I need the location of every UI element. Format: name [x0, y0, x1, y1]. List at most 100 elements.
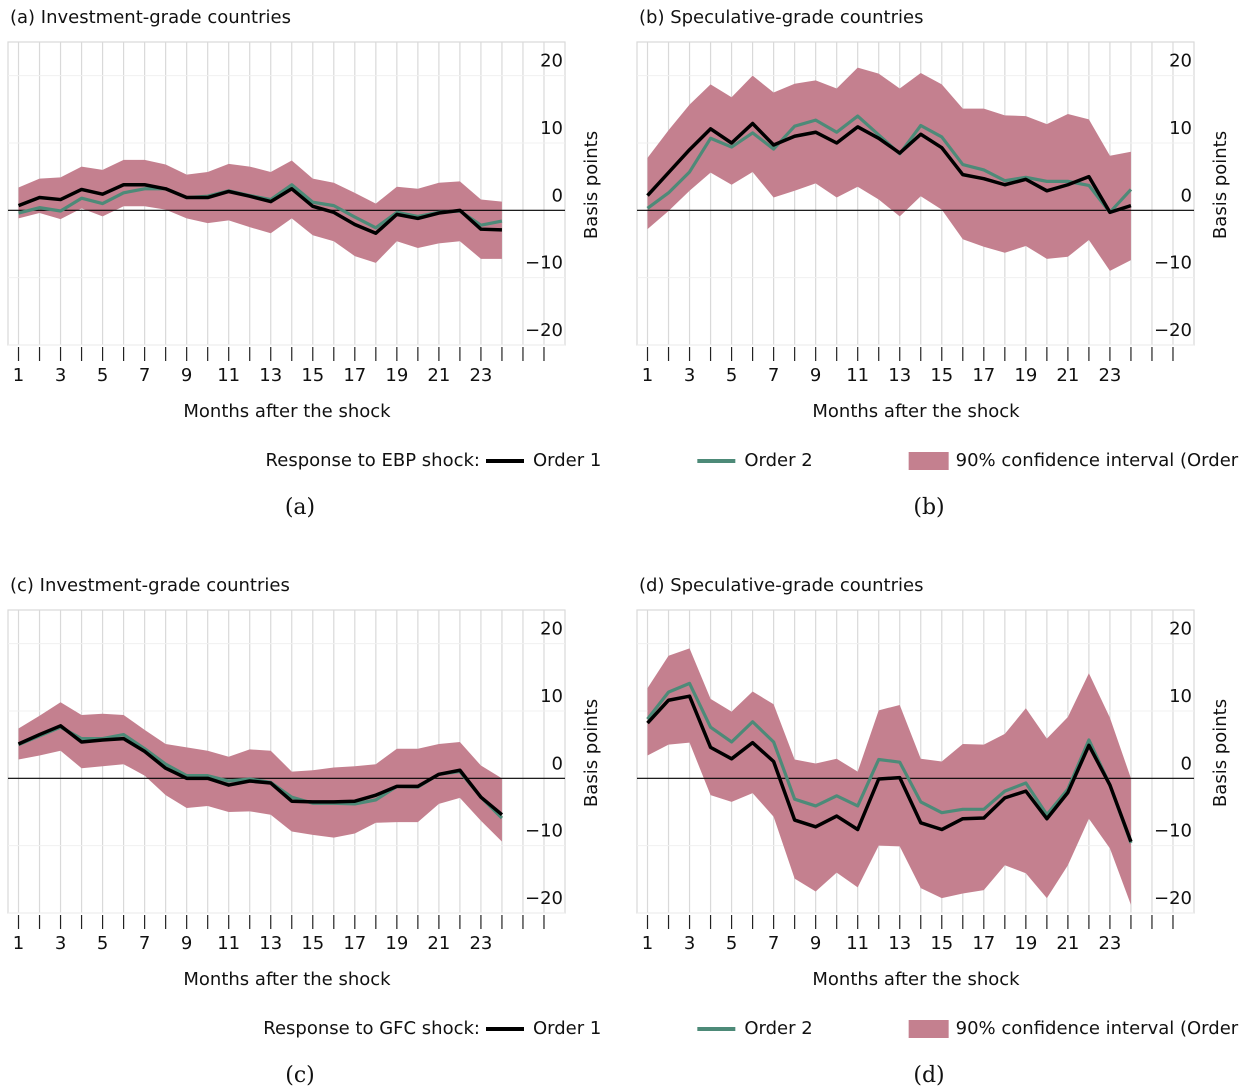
x-tick-label: 13: [259, 933, 282, 954]
x-tick-label: 23: [1098, 365, 1121, 386]
y-axis-label: Basis points: [581, 131, 602, 239]
y-tick-label: −20: [525, 888, 563, 909]
confidence-band: [18, 702, 502, 842]
x-tick-label: 5: [726, 933, 737, 954]
series-line: [17, 724, 504, 817]
x-tick-label: 3: [684, 933, 695, 954]
x-tick-label: 3: [684, 365, 695, 386]
y-tick-label: −10: [525, 821, 563, 842]
x-tick-label: 17: [972, 365, 995, 386]
legend-label: 90% confidence interval (Order 1): [956, 450, 1240, 471]
x-tick-label: 1: [642, 933, 653, 954]
x-axis-label: Months after the shock: [183, 969, 391, 990]
x-tick-label: 13: [888, 933, 911, 954]
x-tick-label: 3: [55, 365, 66, 386]
chart-title: (a) Investment-grade countries: [10, 7, 291, 28]
y-tick-label: −10: [525, 253, 563, 274]
confidence-band: [647, 67, 1131, 271]
x-tick-label: 9: [181, 365, 192, 386]
x-tick-label: 15: [301, 933, 324, 954]
series-line: [646, 694, 1133, 843]
x-tick-label: 3: [55, 933, 66, 954]
x-tick-label: 21: [1056, 365, 1079, 386]
x-tick-label: 7: [768, 365, 779, 386]
x-tick-label: 13: [259, 365, 282, 386]
series-line: [17, 182, 502, 235]
confidence-band: [18, 159, 502, 263]
plot-area: [637, 648, 1194, 905]
x-axis-label: Months after the shock: [183, 401, 391, 422]
y-axis-label: Basis points: [581, 699, 602, 807]
y-tick-label: 20: [540, 619, 563, 640]
x-tick-label: 15: [301, 365, 324, 386]
x-axis-label: Months after the shock: [812, 401, 1020, 422]
x-tick-label: 23: [469, 365, 492, 386]
y-tick-label: 10: [1169, 118, 1192, 139]
caption: (c): [285, 1063, 315, 1088]
legend-title: Response to EBP shock:: [266, 450, 480, 471]
x-axis-label: Months after the shock: [812, 969, 1020, 990]
y-tick-label: 20: [1169, 51, 1192, 72]
caption: (b): [913, 495, 944, 520]
y-tick-label: −10: [1154, 821, 1192, 842]
x-tick-label: 9: [810, 933, 821, 954]
x-tick-label: 13: [888, 365, 911, 386]
x-tick-label: 5: [726, 365, 737, 386]
plot-area: [8, 159, 565, 263]
x-tick-label: 11: [217, 933, 240, 954]
legend-swatch: [908, 1020, 949, 1038]
y-axis-label: Basis points: [1210, 131, 1231, 239]
x-tick-label: 23: [1098, 933, 1121, 954]
y-tick-label: 10: [1169, 686, 1192, 707]
y-tick-label: 0: [1181, 753, 1192, 774]
x-tick-label: 19: [1014, 365, 1037, 386]
x-tick-label: 11: [846, 365, 869, 386]
x-tick-label: 15: [930, 365, 953, 386]
x-tick-label: 17: [343, 933, 366, 954]
plot-area: [8, 702, 565, 842]
x-tick-label: 21: [1056, 933, 1079, 954]
plot-area: [637, 67, 1194, 271]
chart-title: (b) Speculative-grade countries: [639, 7, 923, 28]
y-tick-label: −20: [1154, 320, 1192, 341]
x-tick-label: 7: [768, 933, 779, 954]
series-line: [646, 121, 1132, 215]
y-tick-label: 0: [1181, 185, 1192, 206]
y-tick-label: 10: [540, 686, 563, 707]
y-axis-label: Basis points: [1210, 699, 1231, 807]
x-tick-label: 7: [139, 365, 150, 386]
y-tick-label: 0: [552, 753, 563, 774]
y-tick-label: 20: [1169, 619, 1192, 640]
y-tick-label: 10: [540, 118, 563, 139]
x-tick-label: 19: [385, 933, 408, 954]
legend-label: Order 2: [744, 450, 812, 471]
x-tick-label: 21: [427, 365, 450, 386]
chart-title: (d) Speculative-grade countries: [639, 575, 923, 596]
x-tick-label: 1: [642, 365, 653, 386]
y-tick-label: −10: [1154, 253, 1192, 274]
x-tick-label: 7: [139, 933, 150, 954]
x-tick-label: 17: [972, 933, 995, 954]
x-tick-label: 19: [385, 365, 408, 386]
series-line: [646, 681, 1133, 844]
legend-label: 90% confidence interval (Order 1): [956, 1018, 1240, 1039]
x-tick-label: 1: [13, 365, 24, 386]
caption: (d): [913, 1063, 944, 1088]
chart-title: (c) Investment-grade countries: [10, 575, 290, 596]
y-tick-label: −20: [1154, 888, 1192, 909]
x-tick-label: 21: [427, 933, 450, 954]
x-tick-label: 5: [97, 933, 108, 954]
legend-title: Response to GFC shock:: [263, 1018, 480, 1039]
y-tick-label: −20: [525, 320, 563, 341]
caption: (a): [285, 495, 315, 520]
legend-label: Order 1: [533, 1018, 601, 1039]
x-tick-label: 1: [13, 933, 24, 954]
legend-swatch: [908, 452, 949, 470]
x-tick-label: 9: [810, 365, 821, 386]
y-tick-label: 20: [540, 51, 563, 72]
x-tick-label: 23: [469, 933, 492, 954]
y-tick-label: 0: [552, 185, 563, 206]
legend-label: Order 2: [744, 1018, 812, 1039]
x-tick-label: 11: [846, 933, 869, 954]
